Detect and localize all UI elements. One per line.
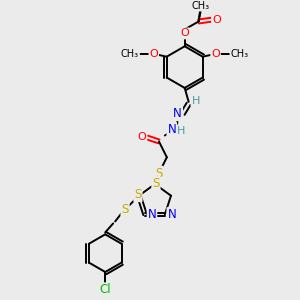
Text: N: N — [167, 123, 176, 136]
Text: CH₃: CH₃ — [121, 49, 139, 59]
Text: H: H — [191, 96, 200, 106]
Text: CH₃: CH₃ — [191, 1, 210, 11]
Text: S: S — [122, 203, 129, 216]
Text: O: O — [211, 49, 220, 59]
Text: O: O — [138, 133, 146, 142]
Text: S: S — [155, 167, 163, 180]
Text: Cl: Cl — [99, 283, 111, 296]
Text: CH₃: CH₃ — [230, 49, 248, 59]
Text: S: S — [134, 188, 142, 201]
Text: N: N — [167, 208, 176, 221]
Text: N: N — [173, 107, 182, 120]
Text: O: O — [149, 49, 158, 59]
Text: O: O — [212, 14, 221, 25]
Text: S: S — [152, 177, 160, 190]
Text: O: O — [180, 28, 189, 38]
Text: H: H — [176, 125, 185, 136]
Text: N: N — [148, 208, 156, 221]
